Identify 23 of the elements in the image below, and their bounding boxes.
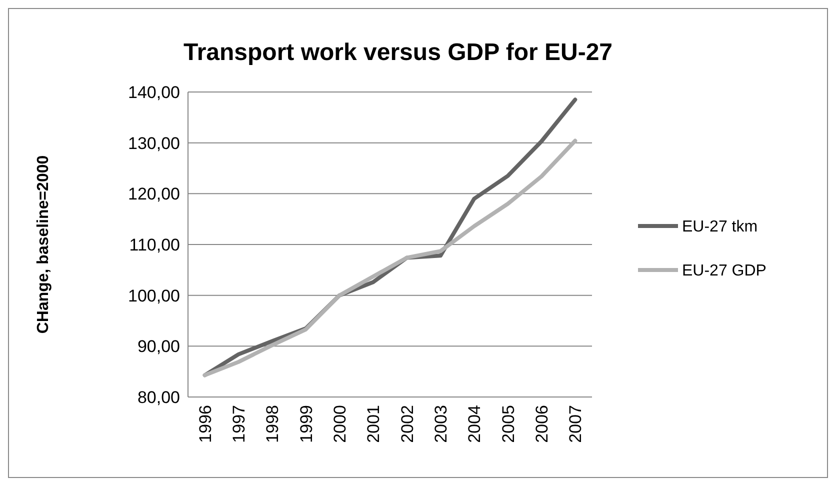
y-tick-label: 80,00 <box>137 388 180 407</box>
x-tick-label: 1997 <box>229 405 248 443</box>
chart-title: Transport work versus GDP for EU-27 <box>183 39 613 66</box>
y-tick-label: 140,00 <box>128 82 180 102</box>
x-tick-label: 2006 <box>532 405 552 443</box>
y-axis-title: CHange, baseline=2000 <box>35 155 52 334</box>
y-tick-label: 100,00 <box>128 286 180 306</box>
y-tick-label: 110,00 <box>129 235 180 254</box>
x-tick-label: 1998 <box>263 405 282 443</box>
x-tick-label: 2000 <box>330 405 350 443</box>
x-tick-label: 2003 <box>431 405 450 443</box>
x-tick-label: 1999 <box>296 405 316 443</box>
x-tick-label: 2002 <box>398 405 417 443</box>
x-tick-label: 2005 <box>498 405 518 443</box>
x-tick-label: 1996 <box>196 405 215 443</box>
y-tick-label: 90,00 <box>137 337 180 356</box>
x-tick-label: 2001 <box>364 405 384 443</box>
y-tick-label: 130,00 <box>128 134 180 153</box>
y-tick-label: 120,00 <box>128 184 180 204</box>
x-tick-label: 2004 <box>465 405 484 443</box>
legend-label: EU-27 GDP <box>682 262 766 280</box>
x-tick-label: 2007 <box>566 405 586 443</box>
legend-label: EU-27 tkm <box>682 218 758 236</box>
